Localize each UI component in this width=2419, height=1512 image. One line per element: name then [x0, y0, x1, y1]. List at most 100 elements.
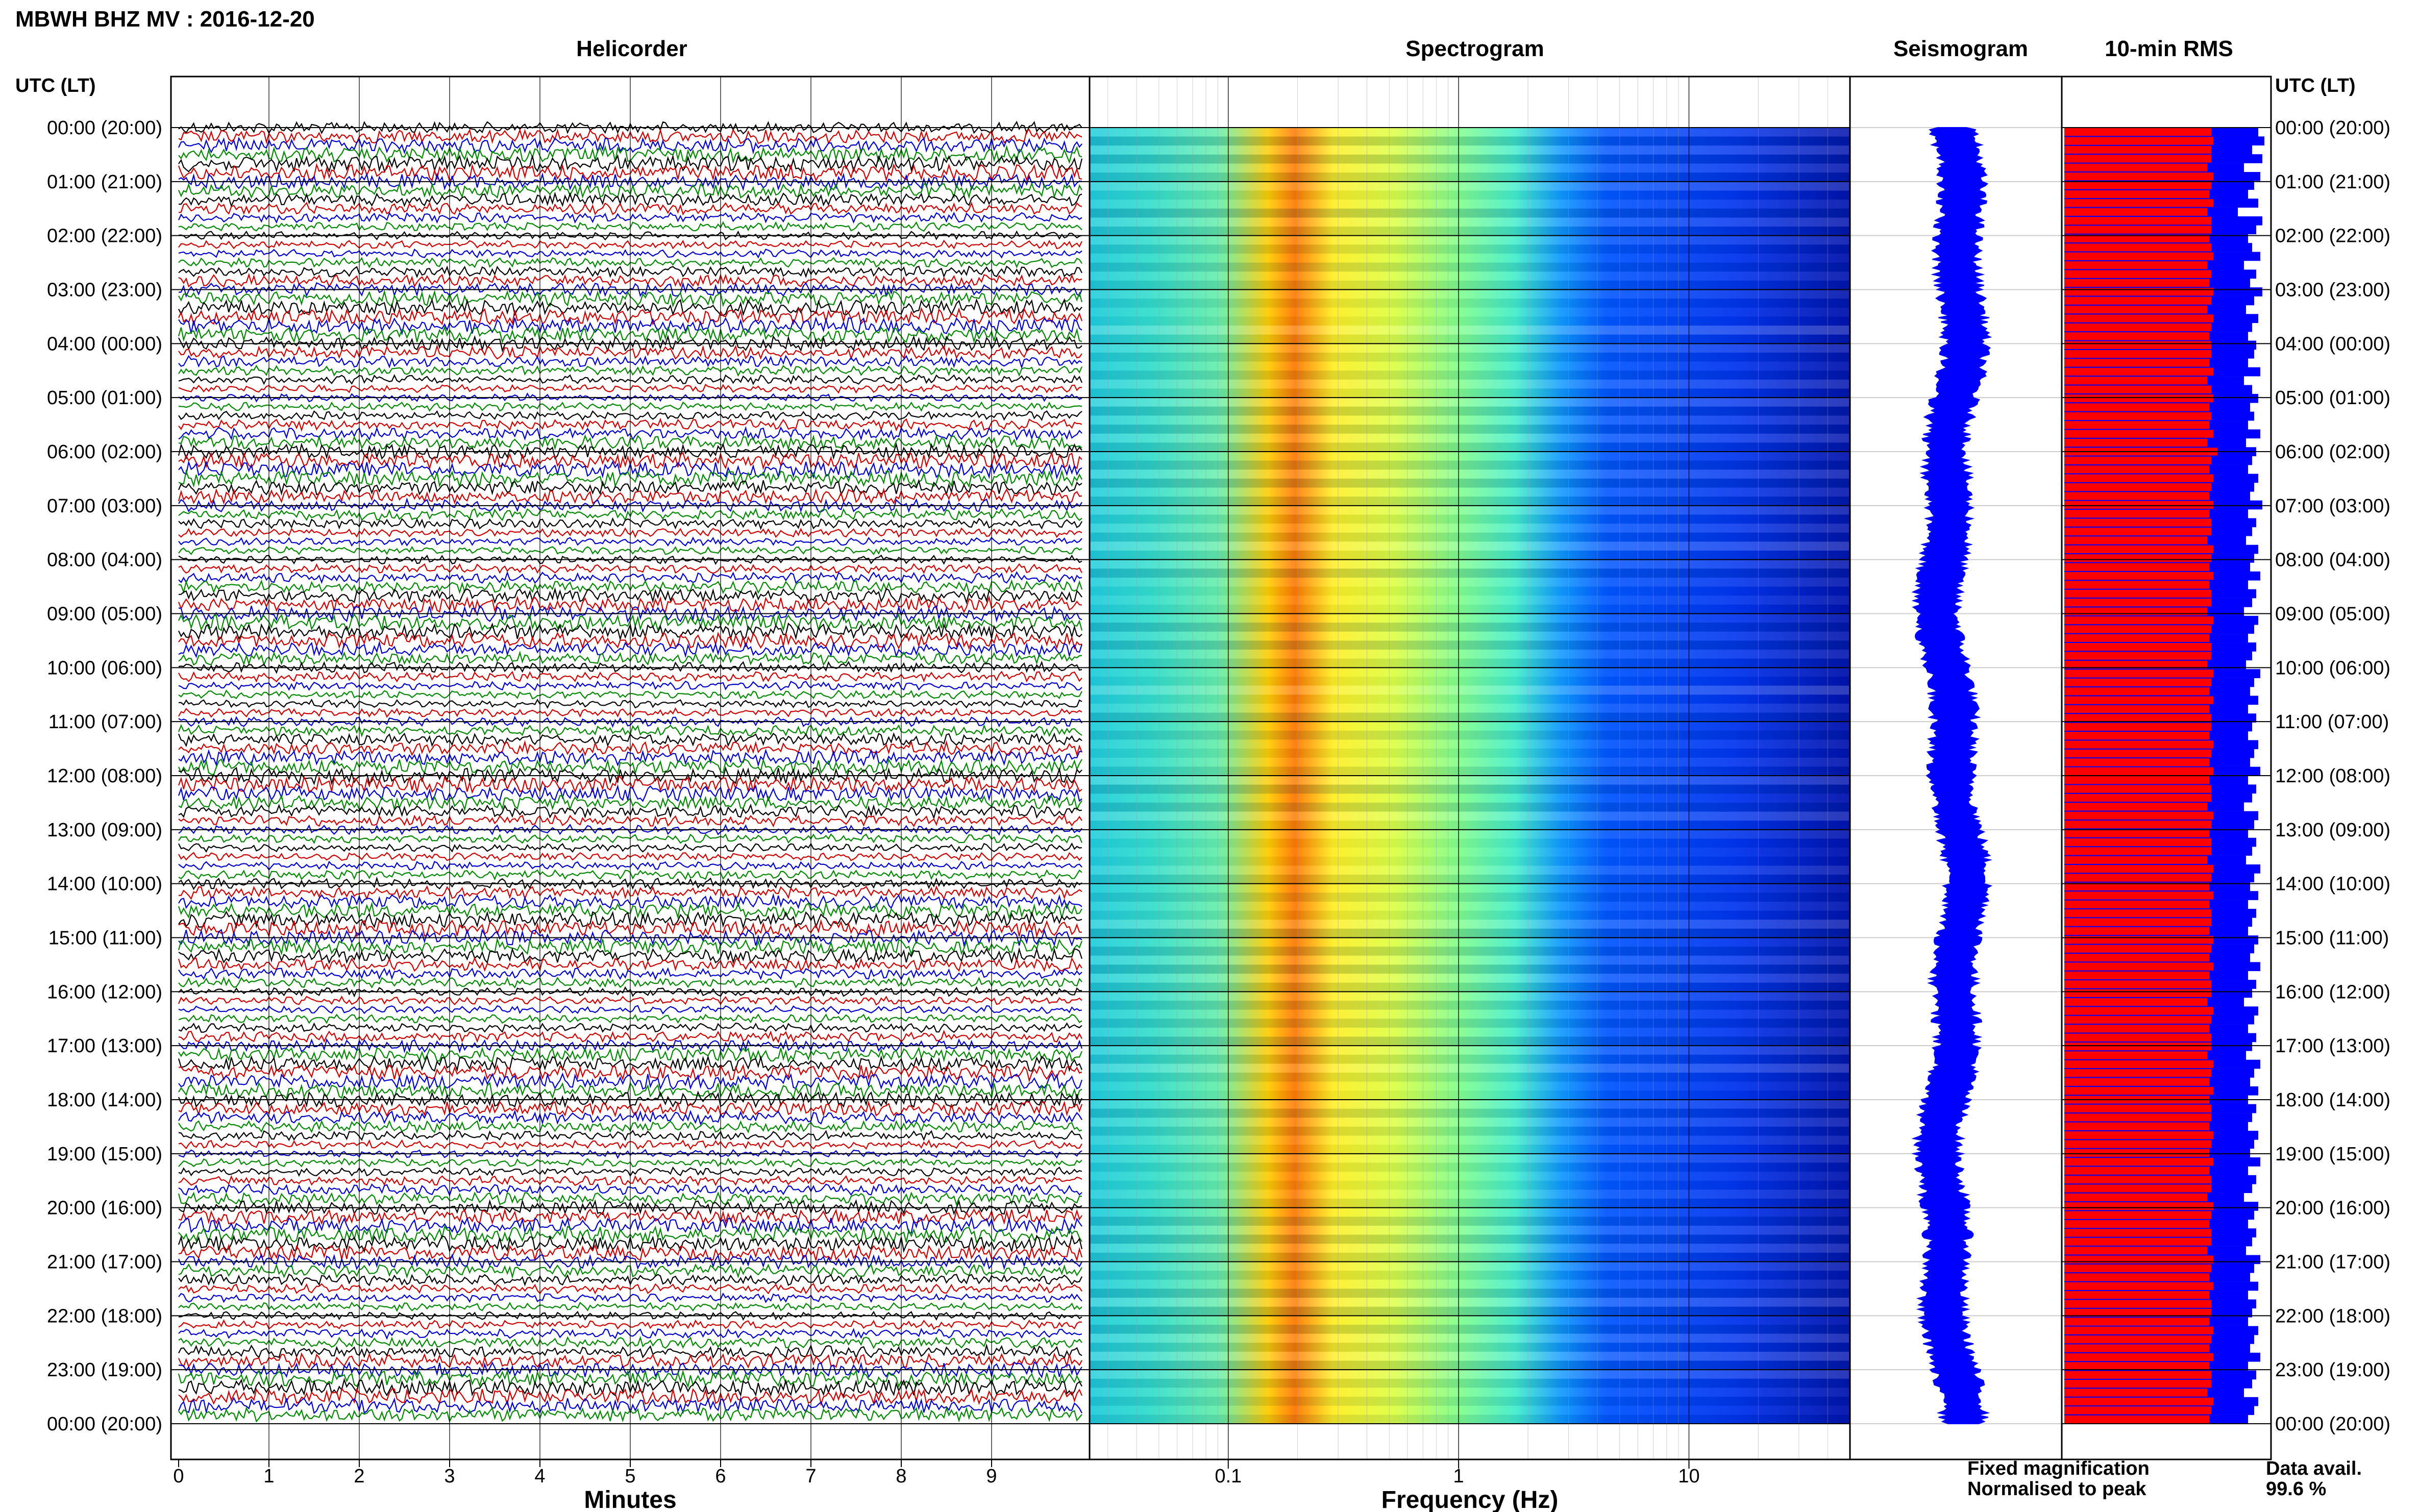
rms-bar-normalised [2064, 545, 2213, 554]
time-tick-label-left: 23:00 (19:00) [47, 1359, 162, 1381]
spectrogram-row [1090, 640, 1850, 650]
rms-bar-normalised [2064, 1344, 2209, 1352]
spectrogram-row [1090, 514, 1850, 524]
rms-bar-normalised [2064, 660, 2207, 669]
time-tick-label-left: 00:00 (20:00) [47, 117, 162, 139]
rms-bar-normalised [2064, 1371, 2211, 1379]
spectrogram-row [1090, 1261, 1850, 1271]
spectrogram-row [1090, 667, 1850, 677]
rms-bar-normalised [2064, 1158, 2213, 1166]
spectrogram-row [1090, 920, 1850, 929]
rms-bar-normalised [2064, 864, 2213, 873]
spectrogram-x-tick-label: 0.1 [1215, 1466, 1242, 1487]
rms-bar-normalised [2064, 989, 2211, 997]
rms-bar-normalised [2064, 234, 2209, 243]
helicorder-panel: 0 1 2 3 4 5 6 7 8 9 Minutes [170, 76, 1091, 1512]
spectrogram-x-label: Frequency (Hz) [1381, 1486, 1559, 1512]
rms-bar-normalised [2064, 1220, 2209, 1228]
spectrogram-row [1090, 676, 1850, 686]
rms-bar-normalised [2064, 1291, 2209, 1299]
spectrogram-row [1090, 289, 1850, 299]
time-tick-label-left: 10:00 (06:00) [47, 657, 162, 679]
time-tick-label-right: 07:00 (03:00) [2275, 495, 2390, 517]
time-tick-label-right: 10:00 (06:00) [2275, 657, 2390, 679]
rms-bar-normalised [2064, 1318, 2209, 1326]
spectrogram-row [1090, 136, 1850, 146]
time-tick-label-right: 04:00 (00:00) [2275, 333, 2390, 355]
time-tick-label-left: 06:00 (02:00) [47, 441, 162, 463]
rms-bar-normalised [2064, 1273, 2209, 1281]
time-tick-label-left: 02:00 (22:00) [47, 226, 162, 247]
time-tick-label-right: 20:00 (16:00) [2275, 1198, 2390, 1219]
time-tick-label-left: 14:00 (10:00) [47, 874, 162, 895]
rms-bar-normalised [2064, 1149, 2209, 1157]
spectrogram-row [1090, 1316, 1850, 1325]
spectrogram-row [1090, 1343, 1850, 1352]
rms-bar-normalised [2064, 510, 2209, 518]
spectrogram-row [1090, 712, 1850, 722]
rms-bar-normalised [2064, 359, 2209, 367]
spectrogram-title: Spectrogram [1405, 36, 1544, 61]
rms-bar-normalised [2064, 607, 2207, 615]
spectrogram-row [1090, 379, 1850, 389]
spectrogram-row [1090, 1306, 1850, 1316]
spectrogram-row [1090, 478, 1850, 488]
rms-bar-normalised [2064, 794, 2211, 802]
rms-bar-normalised [2064, 891, 2213, 900]
rms-bar-normalised [2064, 1033, 2211, 1042]
time-tick-label-left: 00:00 (20:00) [47, 1414, 162, 1435]
rms-bar-normalised [2064, 403, 2209, 411]
seismogram-panel [1849, 76, 2063, 1460]
spectrogram-row [1090, 1360, 1850, 1370]
rms-bar-normalised [2064, 723, 2211, 731]
spectrogram-row [1090, 802, 1850, 812]
time-tick-label-right: 03:00 (23:00) [2275, 280, 2390, 301]
rms-bar-normalised [2064, 385, 2211, 393]
rms-bar-normalised [2064, 1237, 2211, 1246]
legend-normalised-to-peak: Normalised to peak [1967, 1478, 2146, 1500]
spectrogram-row [1090, 650, 1850, 659]
rms-bar-normalised [2064, 1202, 2213, 1210]
spectrogram-row [1090, 1000, 1850, 1010]
spectrogram-row [1090, 1415, 1850, 1424]
spectrogram-row [1090, 1279, 1850, 1289]
spectrogram-row [1090, 406, 1850, 416]
spectrogram-row [1090, 821, 1850, 830]
spectrogram-row [1090, 1234, 1850, 1244]
helicorder-title: Helicorder [576, 36, 687, 61]
rms-bar-normalised [2064, 474, 2213, 482]
spectrogram-row [1090, 766, 1850, 776]
rms-bar-normalised [2064, 643, 2211, 651]
spectrogram-row [1090, 244, 1850, 254]
spectrogram-row [1090, 1324, 1850, 1334]
rms-bar-normalised [2064, 882, 2209, 891]
spectrogram-row [1090, 262, 1850, 272]
spectrogram-row [1090, 128, 1850, 137]
rms-bar-normalised [2064, 776, 2209, 784]
time-tick-label-right: 02:00 (22:00) [2275, 226, 2390, 247]
rms-bar-normalised [2064, 962, 2213, 971]
spectrogram-row [1090, 497, 1850, 506]
time-tick-label-left: 21:00 (17:00) [47, 1252, 162, 1273]
rms-bar-normalised [2064, 412, 2211, 420]
time-tick-label-right: 08:00 (04:00) [2275, 550, 2390, 571]
spectrogram-row [1090, 469, 1850, 479]
time-tick-label-left: 01:00 (21:00) [47, 171, 162, 193]
spectrogram-row [1090, 992, 1850, 1001]
helicorder-x-tick-label: 0 [173, 1466, 184, 1487]
left-time-axis-header: UTC (LT) [15, 75, 96, 96]
rms-bar-normalised [2064, 563, 2209, 571]
spectrogram-row [1090, 1027, 1850, 1037]
rms-bar-normalised [2064, 1326, 2213, 1335]
spectrogram-row [1090, 415, 1850, 425]
spectrogram-row [1090, 928, 1850, 938]
rms-bar-normalised [2064, 1122, 2209, 1130]
spectrogram-row [1090, 425, 1850, 434]
spectrogram-row [1090, 1288, 1850, 1298]
spectrogram-row [1090, 856, 1850, 866]
rms-bar-normalised [2064, 341, 2211, 349]
time-tick-label-left: 11:00 (07:00) [48, 711, 162, 733]
spectrogram-row [1090, 1046, 1850, 1055]
rms-panel: Fixed magnification Normalised to peak D… [1967, 76, 2362, 1500]
time-tick-label-left: 18:00 (14:00) [47, 1089, 162, 1111]
